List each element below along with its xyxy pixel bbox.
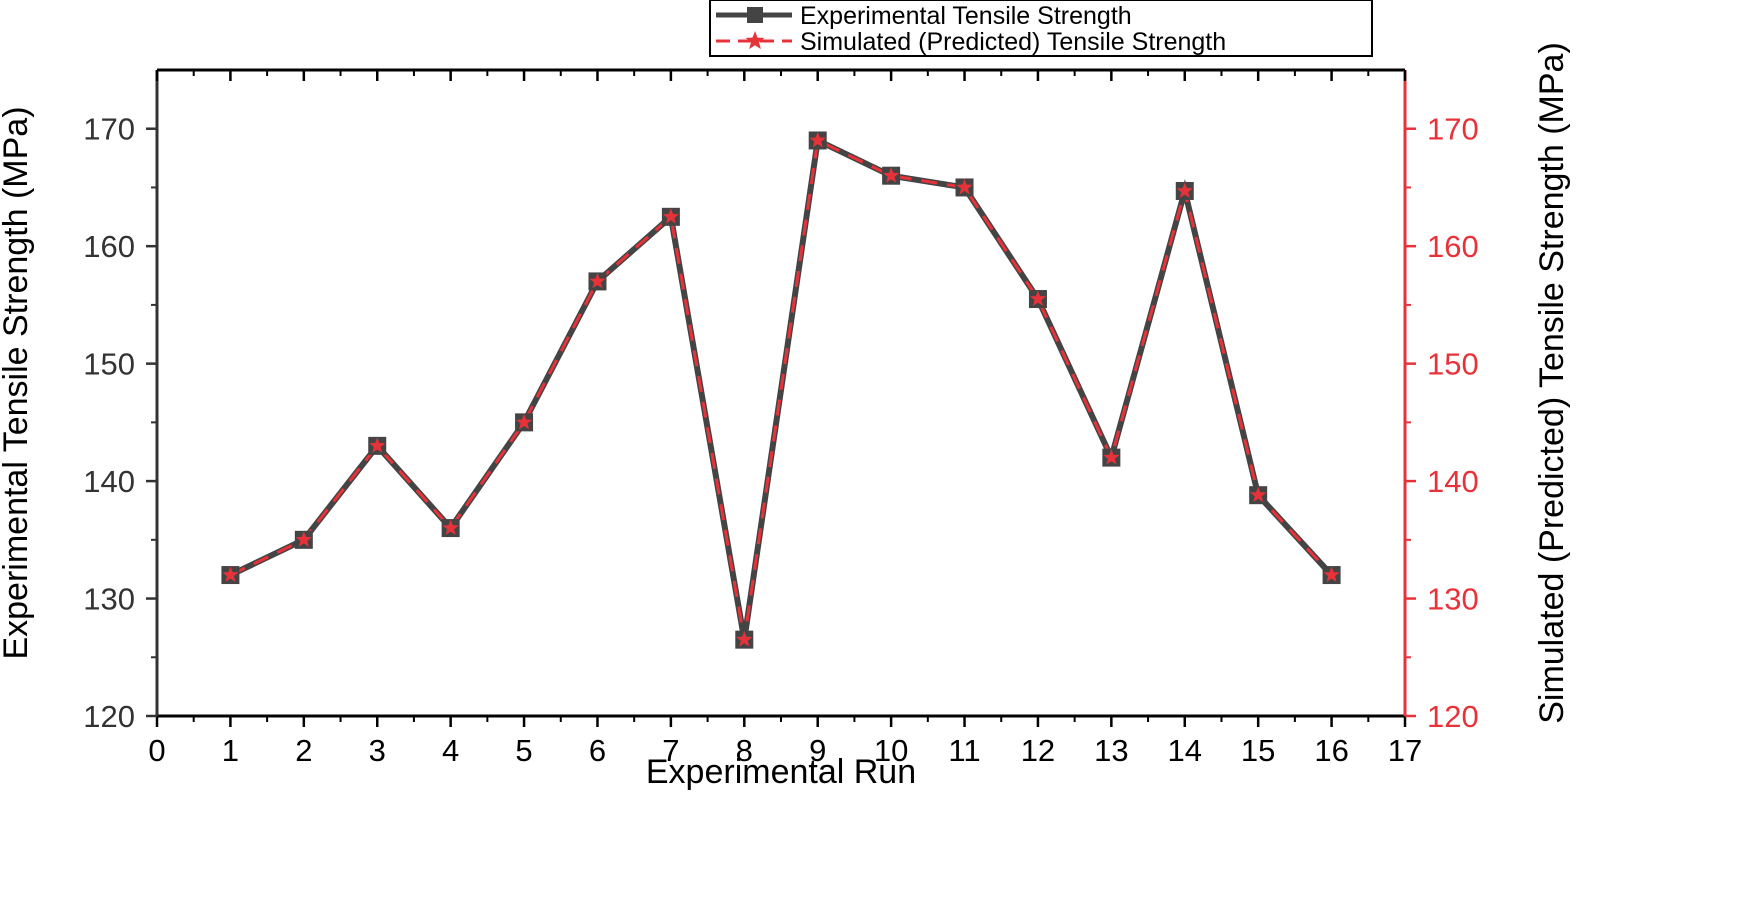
x-tick-label: 4 — [442, 733, 459, 768]
simulated-point — [883, 167, 900, 183]
simulated-point — [589, 272, 606, 289]
y-right-tick-label: 170 — [1427, 112, 1479, 147]
legend-box — [709, 0, 1373, 57]
y-left-tick-label: 120 — [83, 699, 135, 734]
simulated-point — [1029, 290, 1047, 306]
x-axis-title: Experimental Run — [646, 753, 916, 791]
simulated-point — [1176, 182, 1193, 198]
x-tick-label: 5 — [515, 733, 532, 768]
x-tick-label: 14 — [1168, 733, 1202, 768]
x-tick-label: 8 — [736, 733, 753, 768]
x-tick-label: 13 — [1094, 733, 1128, 768]
x-tick-label: 9 — [809, 733, 826, 768]
y-right-tick-label: 150 — [1427, 347, 1479, 382]
x-tick-label: 16 — [1314, 733, 1348, 768]
simulated-point — [1323, 566, 1340, 582]
simulated-point — [442, 519, 459, 535]
y-axis-right-title: Simulated (Predicted) Tensile Strength (… — [1533, 42, 1571, 724]
y-axis-left-title: Experimental Tensile Strength (MPa) — [0, 106, 35, 659]
x-tick-label: 7 — [662, 733, 679, 768]
y-left-tick-label: 150 — [83, 347, 135, 382]
y-right-tick-label: 140 — [1427, 464, 1479, 499]
legend-sample-experimental — [716, 7, 792, 23]
legend-label-simulated: Simulated (Predicted) Tensile Strength — [800, 28, 1226, 56]
y-left-tick-label: 160 — [83, 229, 135, 264]
legend-label-experimental: Experimental Tensile Strength — [800, 2, 1132, 30]
legend-marker-square — [747, 7, 763, 23]
y-left-tick-label: 140 — [83, 464, 135, 499]
simulated-point — [515, 413, 533, 430]
y-right-tick-label: 160 — [1427, 229, 1479, 264]
simulated-point — [222, 566, 239, 582]
simulated-point — [956, 178, 973, 195]
x-tick-label: 17 — [1388, 733, 1422, 768]
y-right-tick-label: 120 — [1427, 699, 1479, 734]
legend-marker-star — [745, 31, 765, 50]
simulated-point — [662, 208, 679, 224]
y-right-tick-label: 130 — [1427, 582, 1479, 617]
x-tick-label: 12 — [1021, 733, 1055, 768]
x-tick-label: 3 — [369, 733, 386, 768]
x-tick-label: 15 — [1241, 733, 1275, 768]
simulated-point — [369, 437, 386, 453]
y-left-tick-label: 170 — [83, 112, 135, 147]
simulated-point — [809, 131, 826, 148]
x-tick-label: 11 — [948, 733, 980, 768]
series-layer — [221, 131, 1341, 649]
x-tick-label: 1 — [222, 733, 239, 768]
x-tick-label: 6 — [589, 733, 606, 768]
x-tick-label: 0 — [148, 733, 165, 768]
series-experimental-line — [229, 136, 1334, 641]
x-tick-label: 2 — [295, 733, 312, 768]
legend-sample-simulated — [716, 31, 792, 50]
simulated-point — [736, 631, 753, 647]
legend: Experimental Tensile Strength Simulated … — [709, 0, 1373, 57]
y-left-tick-label: 130 — [83, 582, 135, 617]
x-tick-label: 10 — [874, 733, 908, 768]
simulated-point — [1103, 449, 1120, 465]
simulated-point — [295, 531, 312, 547]
simulated-point — [1250, 486, 1267, 503]
